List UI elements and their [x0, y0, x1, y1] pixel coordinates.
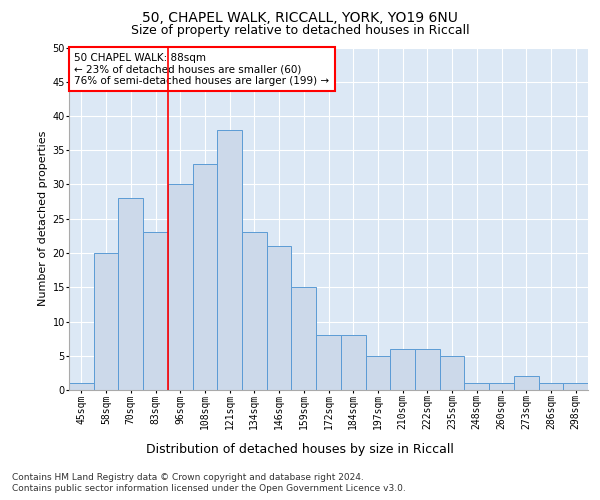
- Bar: [94, 253, 118, 390]
- Bar: [242, 232, 267, 390]
- Bar: [143, 232, 168, 390]
- Bar: [464, 383, 489, 390]
- Bar: [489, 383, 514, 390]
- Bar: [316, 335, 341, 390]
- Text: Size of property relative to detached houses in Riccall: Size of property relative to detached ho…: [131, 24, 469, 37]
- Bar: [267, 246, 292, 390]
- Bar: [341, 335, 365, 390]
- Bar: [514, 376, 539, 390]
- Y-axis label: Number of detached properties: Number of detached properties: [38, 131, 48, 306]
- Bar: [365, 356, 390, 390]
- Text: 50 CHAPEL WALK: 88sqm
← 23% of detached houses are smaller (60)
76% of semi-deta: 50 CHAPEL WALK: 88sqm ← 23% of detached …: [74, 52, 329, 86]
- Bar: [193, 164, 217, 390]
- Bar: [168, 184, 193, 390]
- Text: Distribution of detached houses by size in Riccall: Distribution of detached houses by size …: [146, 442, 454, 456]
- Text: 50, CHAPEL WALK, RICCALL, YORK, YO19 6NU: 50, CHAPEL WALK, RICCALL, YORK, YO19 6NU: [142, 11, 458, 25]
- Text: Contains public sector information licensed under the Open Government Licence v3: Contains public sector information licen…: [12, 484, 406, 493]
- Bar: [539, 383, 563, 390]
- Bar: [390, 349, 415, 390]
- Bar: [563, 383, 588, 390]
- Bar: [440, 356, 464, 390]
- Bar: [69, 383, 94, 390]
- Bar: [415, 349, 440, 390]
- Bar: [118, 198, 143, 390]
- Text: Contains HM Land Registry data © Crown copyright and database right 2024.: Contains HM Land Registry data © Crown c…: [12, 472, 364, 482]
- Bar: [217, 130, 242, 390]
- Bar: [292, 287, 316, 390]
